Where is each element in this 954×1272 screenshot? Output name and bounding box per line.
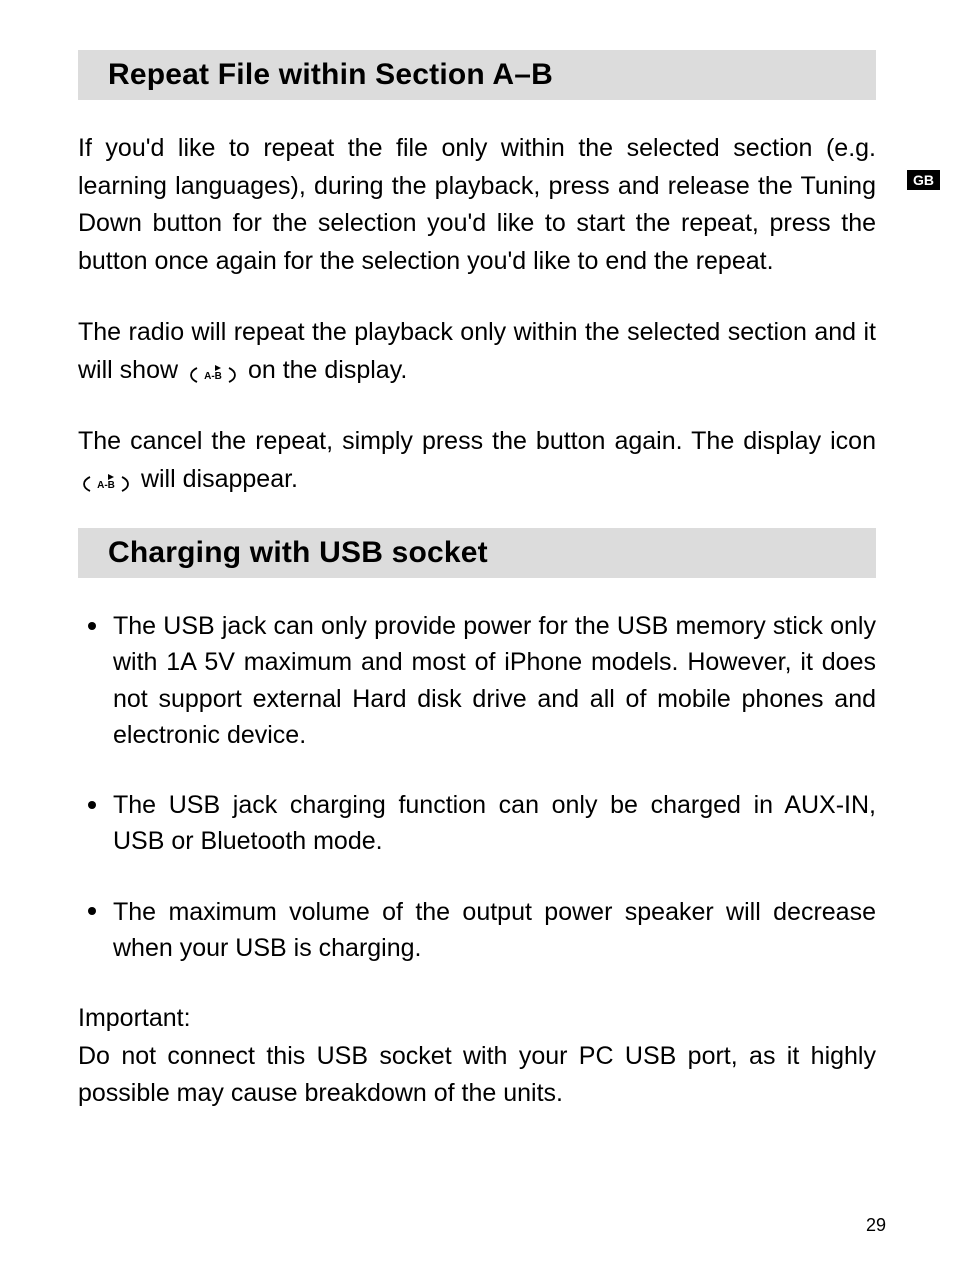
section-title-repeat: Repeat File within Section A–B	[78, 50, 876, 100]
list-item-text: The USB jack can only provide power for …	[113, 612, 876, 749]
text-fragment: will disappear.	[141, 465, 298, 493]
paragraph-repeat-display: The radio will repeat the playback only …	[78, 314, 876, 389]
list-item: The USB jack charging function can only …	[88, 787, 876, 860]
important-label: Important:	[78, 1000, 876, 1038]
charging-bullet-list: The USB jack can only provide power for …	[88, 608, 876, 966]
list-item: The USB jack can only provide power for …	[88, 608, 876, 753]
language-tag: GB	[907, 170, 940, 190]
manual-page: GB Repeat File within Section A–B If you…	[0, 0, 954, 1272]
important-note: Important: Do not connect this USB socke…	[78, 1000, 876, 1113]
paragraph-repeat-cancel: The cancel the repeat, simply press the …	[78, 423, 876, 498]
text-fragment: on the display.	[248, 356, 407, 384]
ab-repeat-icon: A-B	[189, 360, 237, 382]
list-item-text: The USB jack charging function can only …	[113, 791, 876, 855]
important-text: Do not connect this USB socket with your…	[78, 1038, 876, 1113]
bullet-icon	[88, 622, 96, 630]
paragraph-repeat-intro: If you'd like to repeat the file only wi…	[78, 130, 876, 280]
ab-icon-label: A-B	[204, 371, 222, 382]
ab-repeat-icon: A-B	[82, 469, 130, 491]
bullet-icon	[88, 801, 96, 809]
bullet-icon	[88, 907, 96, 915]
list-item-text: The maximum volume of the output power s…	[113, 898, 876, 962]
ab-icon-label: A-B	[97, 480, 115, 491]
page-number: 29	[866, 1215, 886, 1236]
list-item: The maximum volume of the output power s…	[88, 894, 876, 967]
text-fragment: The cancel the repeat, simply press the …	[78, 427, 876, 455]
section-title-charging: Charging with USB socket	[78, 528, 876, 578]
